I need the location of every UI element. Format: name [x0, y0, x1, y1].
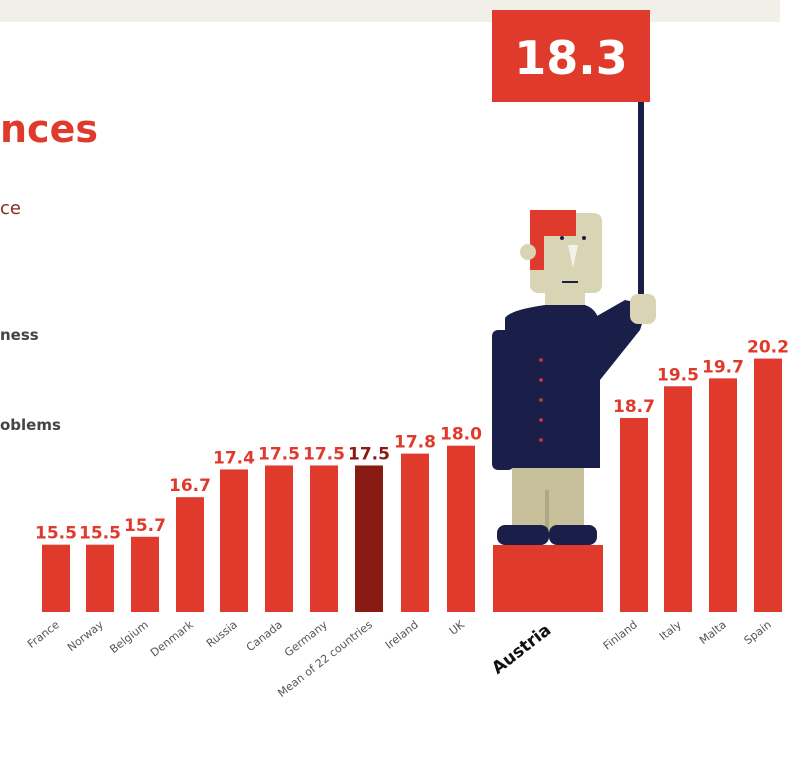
bar [265, 465, 293, 612]
x-tick-label: Malta [697, 618, 729, 647]
x-tick-label: Finland [601, 618, 640, 652]
x-tick-label: Spain [742, 618, 774, 647]
value-label: 15.5 [79, 524, 121, 544]
bar [401, 453, 429, 612]
figure [492, 60, 656, 612]
subtitle-fragment: ce [0, 198, 21, 219]
x-tick-label: Canada [244, 618, 285, 654]
bar [754, 358, 782, 612]
x-tick-label: Austria [488, 620, 555, 678]
top-band [0, 0, 780, 22]
value-label: 16.7 [169, 476, 211, 496]
x-tick-label: Russia [204, 618, 240, 650]
x-tick-label: Ireland [383, 618, 421, 652]
value-label: 19.7 [702, 357, 744, 377]
value-label: 17.4 [213, 448, 255, 468]
value-label: 20.2 [747, 338, 789, 358]
flag-value: 18.3 [514, 31, 628, 85]
value-label: 17.8 [394, 433, 436, 453]
flag [492, 10, 650, 102]
bar [355, 465, 383, 612]
title-fragment: nces [0, 107, 98, 151]
value-label: 17.5 [258, 444, 300, 464]
value-label: 18.0 [440, 425, 482, 445]
value-label: 19.5 [657, 365, 699, 385]
bar [176, 497, 204, 612]
value-label: 18.7 [613, 397, 655, 417]
x-tick-label: Italy [657, 618, 684, 643]
legend-fragment: ness [0, 326, 39, 344]
bar [220, 469, 248, 612]
bar [447, 445, 475, 612]
bar [42, 544, 70, 612]
x-tick-label: France [25, 618, 62, 651]
value-label: 15.7 [124, 516, 166, 536]
x-tick-label: Denmark [148, 618, 196, 660]
bar [664, 386, 692, 612]
legend-fragment: oblems [0, 416, 61, 434]
value-label: 15.5 [35, 524, 77, 544]
x-tick-label: Belgium [107, 618, 151, 656]
bar [131, 536, 159, 612]
bar [310, 465, 338, 612]
bar [86, 544, 114, 612]
bar [709, 378, 737, 612]
value-label: 17.5 [303, 444, 345, 464]
x-tick-label: UK [447, 618, 468, 638]
x-tick-label: Norway [65, 618, 106, 654]
value-label: 17.5 [348, 444, 390, 464]
bar [620, 417, 648, 612]
